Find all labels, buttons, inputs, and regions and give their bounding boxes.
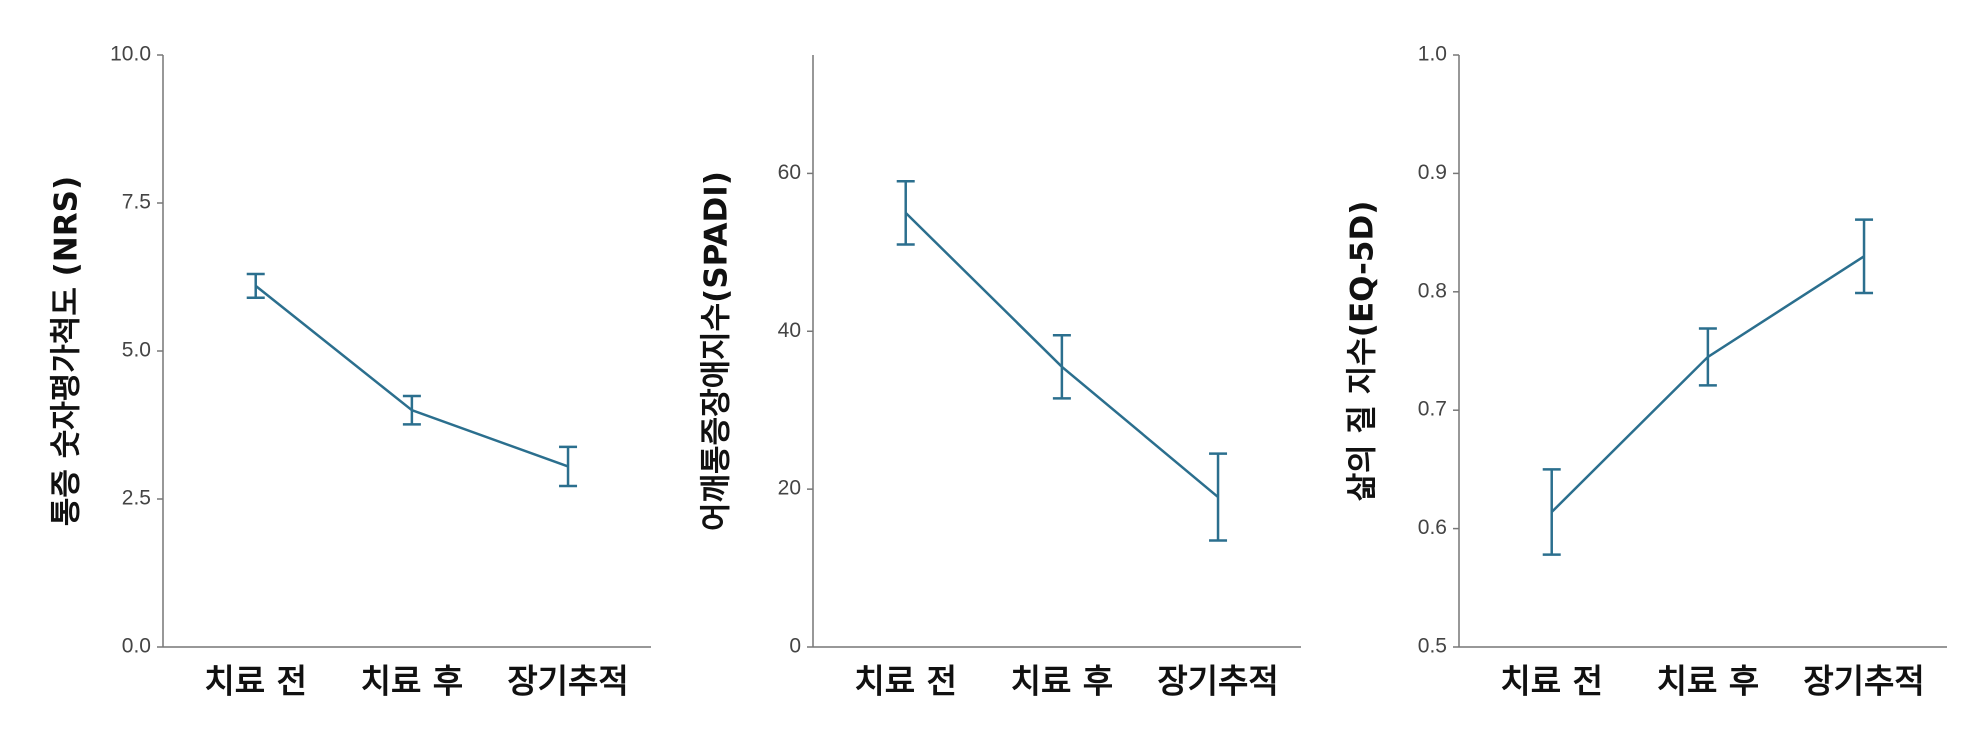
y-axis-label: 통증 숫자평가척도 (NRS): [49, 176, 85, 526]
line: [254, 284, 569, 468]
error-bar: [896, 180, 915, 246]
y-tick-label: 40: [778, 319, 801, 342]
y-tick-label: 0.9: [1418, 161, 1447, 184]
y-tick-label: 2.5: [122, 487, 151, 510]
y-tick-label: 20: [778, 477, 801, 500]
error-bar: [1698, 327, 1717, 387]
error-bar: [402, 394, 421, 426]
y-axis-label: 어깨통증장애지수(SPADI): [699, 171, 735, 531]
x-tick-label: 치료 전: [1500, 662, 1603, 701]
y-tick-label: 0.6: [1418, 516, 1447, 539]
x-tick-label: 치료 후: [1011, 662, 1114, 701]
error-bar: [559, 445, 578, 488]
error-bar: [1052, 333, 1071, 400]
x-tick-label: 치료 후: [361, 662, 464, 701]
y-tick-label: 0.7: [1418, 398, 1447, 421]
x-tick-label: 치료 후: [1657, 662, 1760, 701]
error-bar: [1542, 468, 1561, 556]
error-bar: [246, 272, 265, 299]
x-tick-label: 치료 전: [854, 662, 957, 701]
error-bar: [1209, 452, 1228, 542]
y-tick-label: 5.0: [122, 339, 151, 362]
y-tick-label: 0: [789, 635, 801, 658]
y-tick-label: 0.8: [1418, 279, 1447, 302]
x-tick-label: 장기추적: [507, 662, 628, 701]
y-tick-label: 60: [778, 161, 801, 184]
y-tick-label: 7.5: [122, 191, 151, 214]
y-axis-label: 삶의 질 지수(EQ-5D): [1345, 201, 1381, 502]
y-tick-label: 0.0: [122, 635, 151, 658]
x-tick-label: 장기추적: [1157, 662, 1278, 701]
error-bar: [1855, 218, 1874, 295]
x-tick-label: 장기추적: [1803, 662, 1924, 701]
y-tick-label: 1.0: [1418, 43, 1447, 66]
y-tick-label: 0.5: [1418, 635, 1447, 658]
x-tick-label: 치료 전: [204, 662, 307, 701]
y-tick-label: 10.0: [110, 43, 151, 66]
